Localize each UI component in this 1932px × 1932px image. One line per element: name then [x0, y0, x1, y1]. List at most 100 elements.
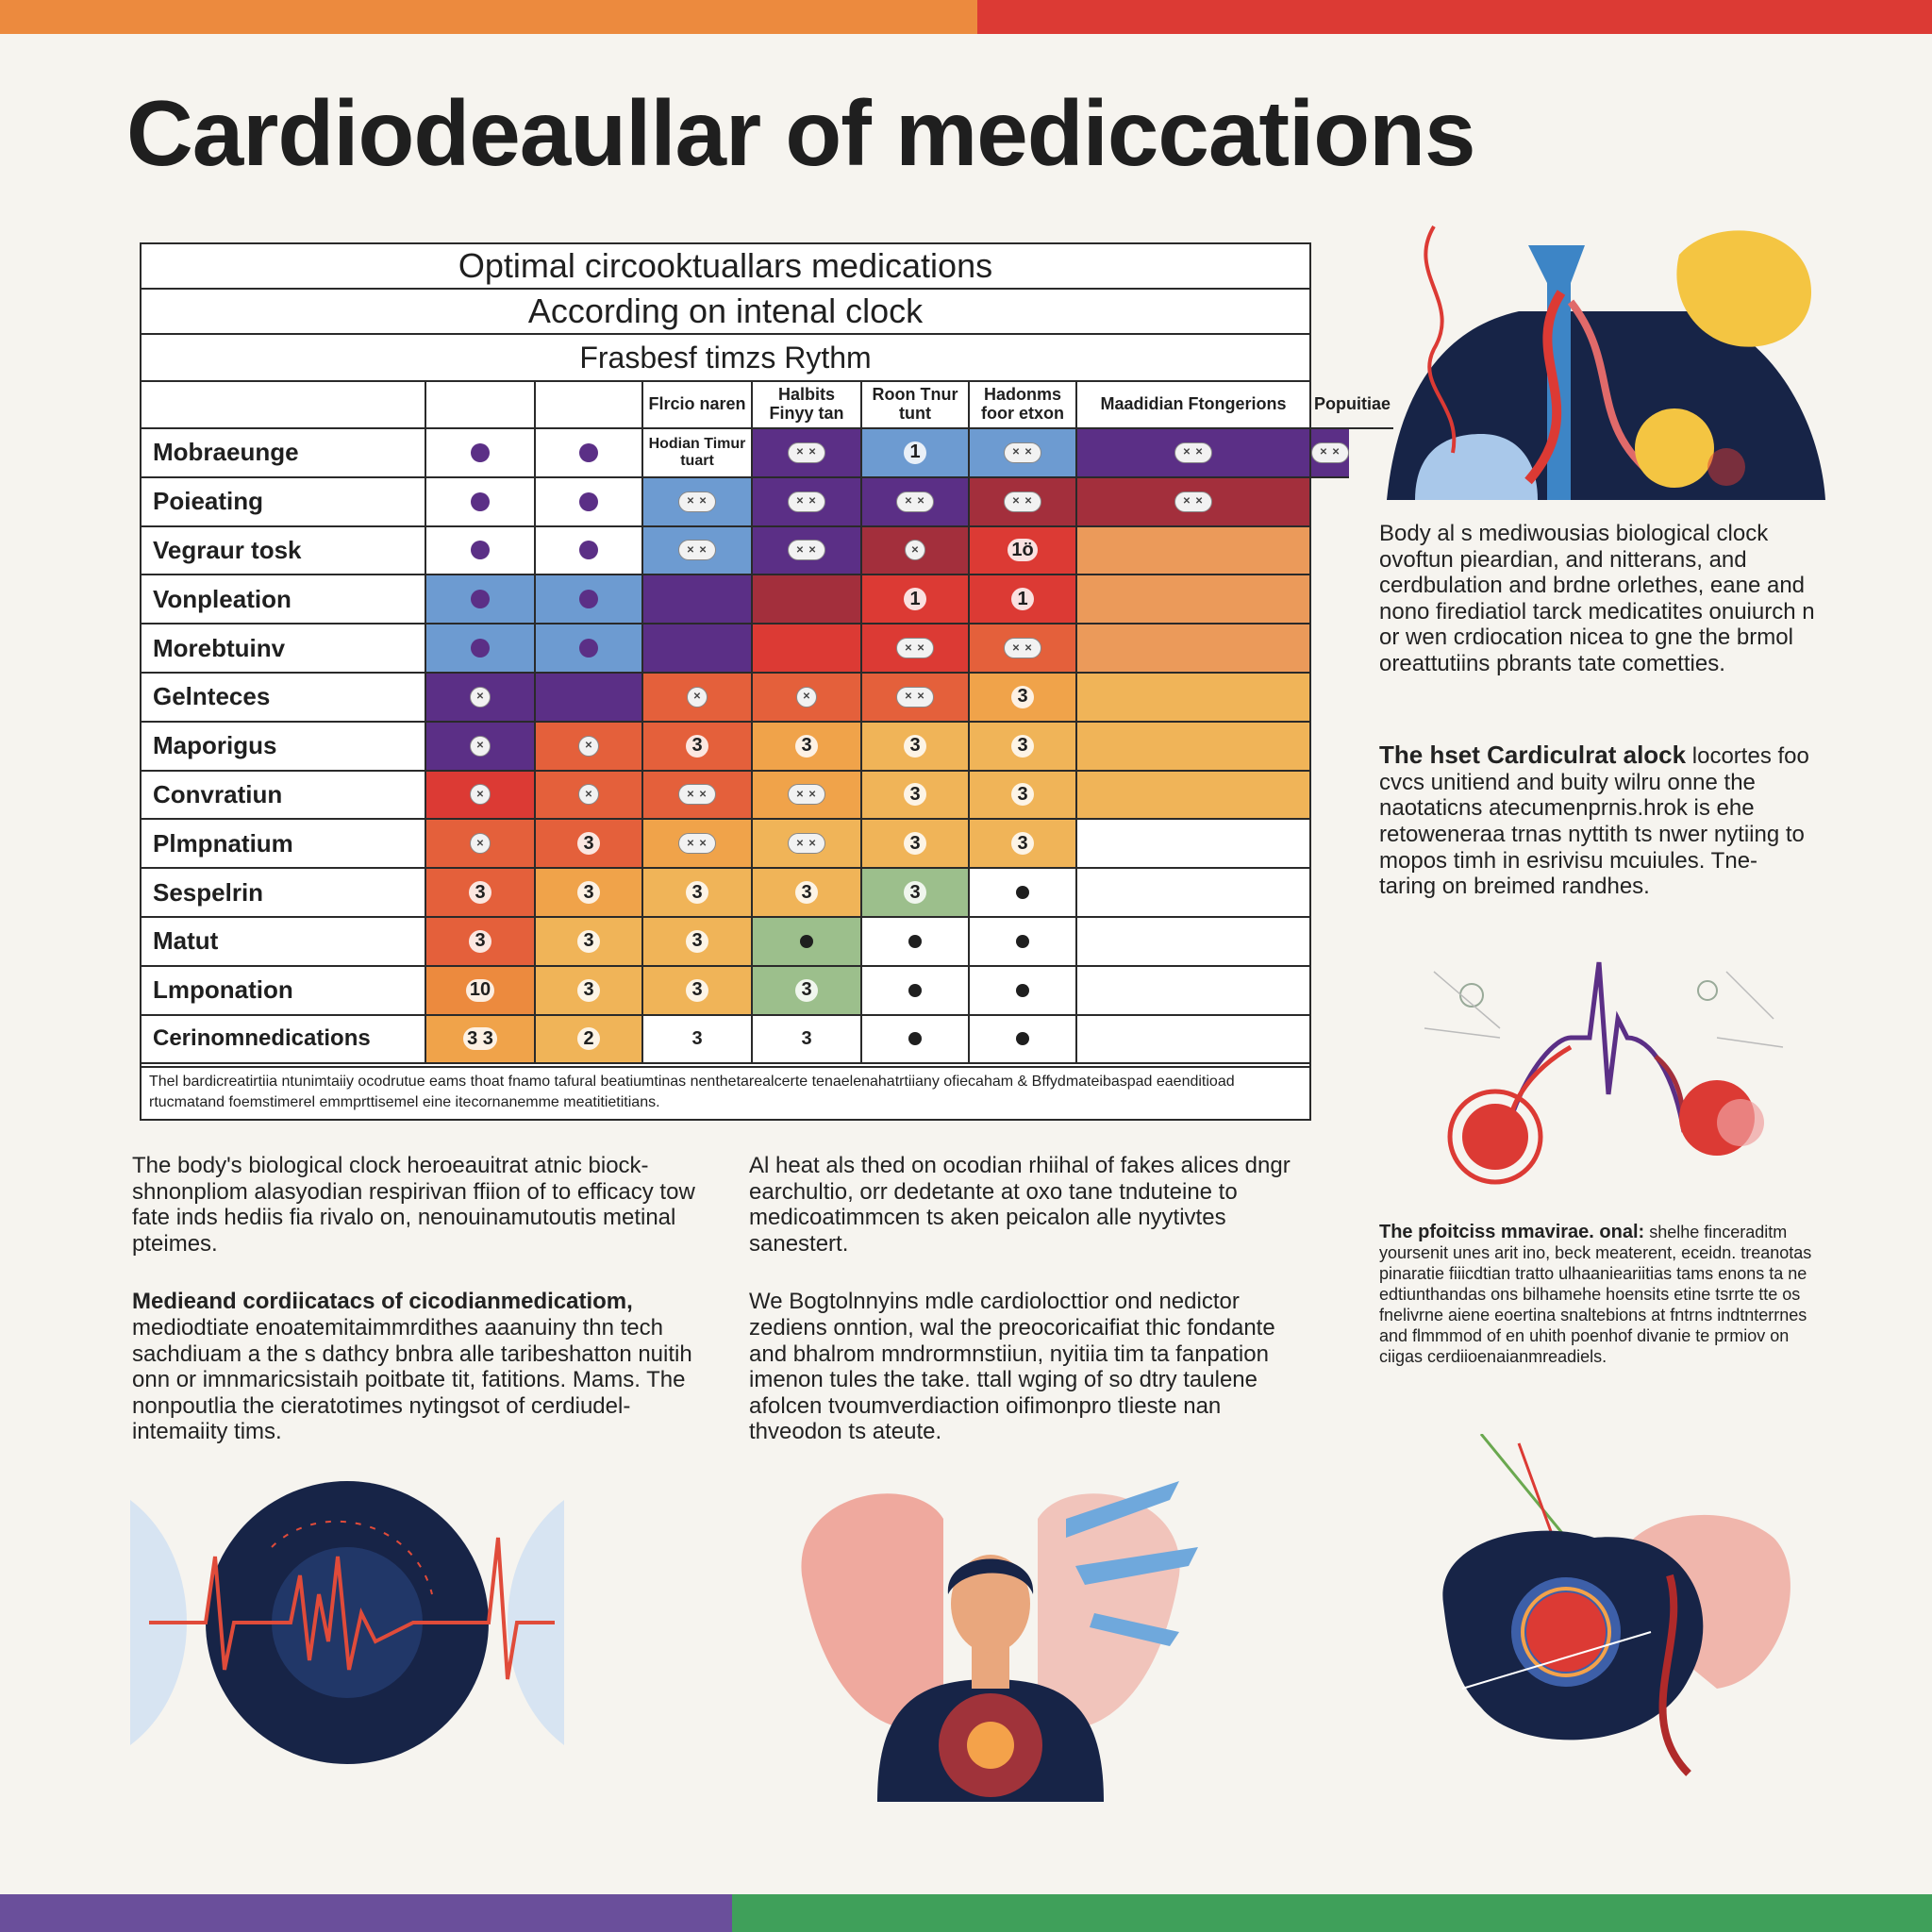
table-cell: ✕ [425, 674, 534, 723]
table-cell: ✕ ✕ [968, 429, 1075, 478]
table-cell: ✕ [641, 674, 751, 723]
table-cell [534, 477, 641, 527]
dose-count: 3 [1011, 783, 1034, 807]
double-pill-icon: ✕ ✕ [1004, 638, 1041, 659]
table-cell [1075, 966, 1309, 1016]
table-cell [1309, 575, 1311, 625]
table-cell: ✕ ✕ [751, 429, 860, 478]
table-cell: ✕ ✕ [860, 674, 968, 723]
dose-count: 3 [469, 929, 491, 953]
double-pill-icon: ✕ ✕ [896, 491, 934, 512]
table-cell: 3 [968, 771, 1075, 821]
table-heading-3: Frasbesf timzs Rythm [142, 335, 1309, 382]
row-label: Matut [142, 918, 425, 967]
table-cell [751, 918, 860, 967]
pill-icon: ✕ [796, 686, 817, 708]
table-cell [1075, 1015, 1309, 1065]
patient-illustration [801, 1481, 1198, 1802]
purple-dot-icon [579, 442, 598, 462]
dose-count: 3 [577, 978, 600, 1002]
table-cell: 3 [534, 966, 641, 1016]
table-cell: 1 [860, 575, 968, 625]
table-cell: 3 [751, 1015, 860, 1065]
dose-count: 1 [904, 441, 926, 464]
black-dot-icon [1016, 1032, 1029, 1046]
table-cell [860, 918, 968, 967]
table-cell [1075, 869, 1309, 918]
purple-dot-icon [579, 639, 598, 658]
dose-count: 3 [904, 832, 926, 856]
table-cell: ✕ [425, 820, 534, 870]
dose-count: 1 [904, 588, 926, 611]
dose-count: 1 [1011, 588, 1034, 611]
body-column-1: The body's biological clock heroeauitrat… [132, 1153, 698, 1477]
black-dot-icon [908, 1032, 922, 1046]
table-cell: ✕ ✕ [968, 625, 1075, 674]
dose-count: 3 [1011, 832, 1034, 856]
row-label: Vonpleation [142, 575, 425, 625]
table-cell: 3 [641, 918, 751, 967]
col1-paragraph-1: The body's biological clock heroeauitrat… [132, 1153, 695, 1257]
pill-icon: ✕ [905, 540, 925, 561]
table-cell [1309, 625, 1311, 674]
double-pill-icon: ✕ ✕ [788, 491, 825, 512]
table-cell: 3 [534, 918, 641, 967]
dose-count: 3 [686, 1027, 708, 1051]
dose-count: 3 [904, 881, 926, 905]
dose-count: 3 [795, 978, 818, 1002]
dose-count: 3 [1011, 734, 1034, 758]
pill-icon: ✕ [687, 686, 708, 708]
dose-count: 2 [577, 1027, 600, 1051]
purple-dot-icon [579, 590, 598, 609]
table-cell: ✕ [534, 722, 641, 772]
col1-paragraph-2-lead: Medieand cordiicatacs of cicodianmedicat… [132, 1289, 633, 1315]
purple-dot-icon [471, 541, 490, 560]
table-cell: ✕ [425, 722, 534, 772]
double-pill-icon: ✕ ✕ [788, 540, 825, 561]
double-pill-icon: ✕ ✕ [788, 784, 825, 806]
table-cell [425, 477, 534, 527]
double-pill-icon: ✕ ✕ [1174, 441, 1212, 463]
body-column-2: Al heat als thed on ocodian rhiihal of f… [749, 1153, 1311, 1477]
table-cell [860, 1015, 968, 1065]
black-dot-icon [908, 983, 922, 997]
table-cell: 3 [641, 869, 751, 918]
table-cell: ✕ ✕ [860, 625, 968, 674]
dose-count: 3 [904, 734, 926, 758]
table-cell [860, 966, 968, 1016]
table-cell: ✕ [534, 771, 641, 821]
row-label: Lmponation [142, 966, 425, 1016]
table-cell [751, 625, 860, 674]
bottom-bar-purple [0, 1894, 732, 1932]
table-cell: 3 [860, 771, 968, 821]
double-pill-icon: ✕ ✕ [678, 833, 716, 855]
table-cell: 3 [751, 722, 860, 772]
double-pill-icon: ✕ ✕ [788, 833, 825, 855]
dose-count: 3 [795, 734, 818, 758]
table-cell [534, 429, 641, 478]
double-pill-icon: ✕ ✕ [1174, 491, 1212, 512]
table-cell: ✕ ✕ [641, 477, 751, 527]
row-label: Plmpnatium [142, 820, 425, 870]
dose-count: 3 [686, 881, 708, 905]
bottom-bar-green [732, 1894, 1932, 1932]
table-cell: ✕ [425, 771, 534, 821]
column-header: Halbits Finyy tan [751, 382, 860, 429]
table-cell [1309, 820, 1311, 870]
column-header: Hadonms foor etxon [968, 382, 1075, 429]
side-paragraph-2-lead: The hset Cardiculrat alock [1379, 741, 1687, 769]
pill-icon: ✕ [470, 686, 491, 708]
table-cell: 2 [534, 1015, 641, 1065]
double-pill-icon: ✕ ✕ [896, 638, 934, 659]
table-cell [1309, 966, 1311, 1016]
table-cell [751, 575, 860, 625]
row-label: Gelnteces [142, 674, 425, 723]
dose-count: 3 [577, 929, 600, 953]
dose-count: 3 [904, 783, 926, 807]
table-cell: ✕ ✕ [1075, 477, 1309, 527]
side-paragraph-1: Body al s mediwousias biological clock o… [1379, 521, 1815, 676]
side-paragraph-2-body: locortes foo cvcs unitiend and buity wil… [1379, 743, 1809, 900]
table-cell: ✕ [751, 674, 860, 723]
table-cell [968, 918, 1075, 967]
black-dot-icon [1016, 983, 1029, 997]
